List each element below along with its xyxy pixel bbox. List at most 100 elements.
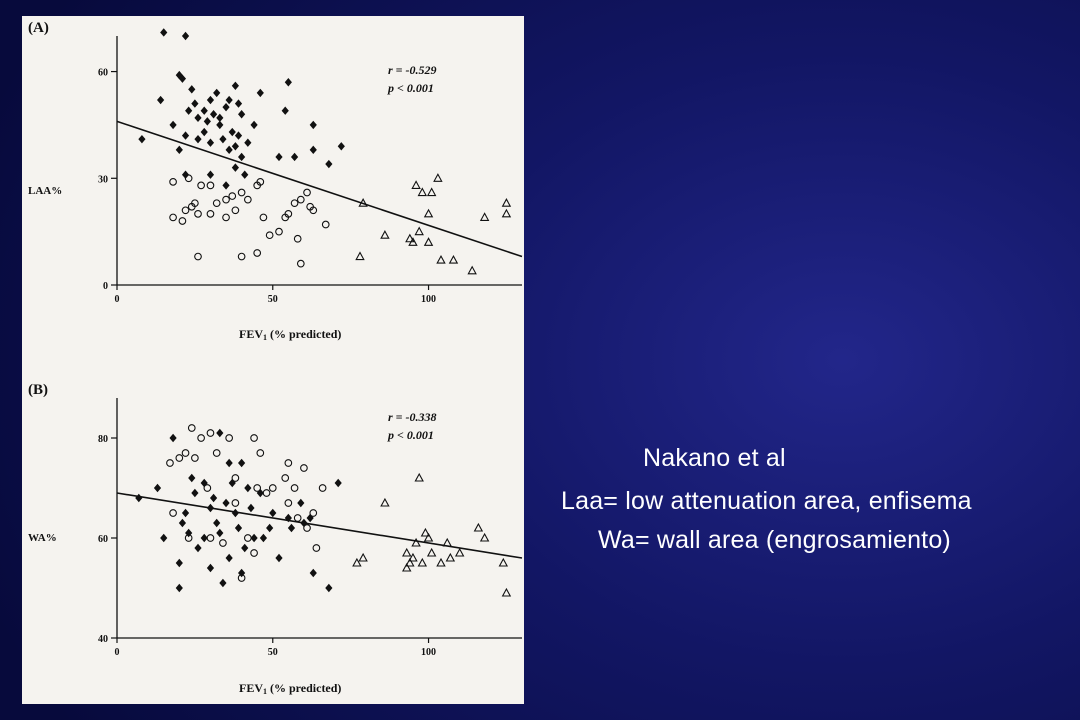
point-circle bbox=[259, 213, 268, 222]
point-diamond bbox=[222, 181, 230, 190]
point-diamond bbox=[181, 31, 190, 41]
point-circle bbox=[303, 524, 311, 532]
point-circle bbox=[237, 574, 246, 582]
point-triangle bbox=[445, 552, 456, 562]
point-triangle bbox=[479, 212, 490, 221]
point-diamond bbox=[213, 88, 221, 98]
point-diamond bbox=[259, 533, 268, 543]
point-circle bbox=[284, 499, 293, 507]
point-circle bbox=[197, 434, 205, 442]
point-circle bbox=[191, 454, 199, 462]
point-circle bbox=[253, 249, 262, 257]
point-diamond bbox=[281, 106, 289, 115]
point-circle bbox=[197, 181, 205, 190]
point-diamond bbox=[206, 503, 215, 513]
point-diamond bbox=[266, 523, 274, 533]
point-diamond bbox=[225, 458, 233, 468]
point-circle bbox=[250, 549, 258, 557]
point-circle bbox=[169, 177, 177, 186]
point-diamond bbox=[175, 558, 183, 568]
caption-laa-definition: Laa= low attenuation area, enfisema bbox=[561, 487, 972, 515]
point-circle bbox=[293, 234, 302, 243]
point-triangle bbox=[467, 265, 477, 275]
point-diamond bbox=[287, 523, 296, 533]
x-tick-label: 0 bbox=[115, 294, 120, 305]
stat-r: r = -0.529 bbox=[388, 63, 437, 77]
point-triangle bbox=[402, 547, 412, 557]
point-diamond bbox=[225, 553, 233, 563]
scatter-plots-figure: (A) 0 30 60 0 50 100 LAA% FEV1 (% predicted) r = … bbox=[28, 20, 523, 696]
stat-p: p < 0.001 bbox=[387, 81, 434, 95]
point-triangle bbox=[423, 532, 434, 542]
point-circle bbox=[187, 424, 196, 432]
point-diamond bbox=[325, 583, 333, 593]
point-diamond bbox=[250, 533, 258, 543]
point-diamond bbox=[175, 145, 183, 155]
point-diamond bbox=[225, 145, 233, 155]
point-triangle bbox=[426, 187, 437, 197]
point-circle bbox=[237, 188, 246, 197]
point-circle bbox=[225, 434, 234, 442]
point-diamond bbox=[309, 568, 317, 578]
point-diamond bbox=[216, 428, 224, 438]
point-diamond bbox=[194, 113, 202, 123]
point-circle bbox=[181, 206, 190, 215]
scanned-figure-panel: (A) 0 30 60 0 50 100 LAA% FEV1 (% predicted) r = … bbox=[22, 16, 524, 704]
point-circle bbox=[256, 449, 265, 457]
point-circle bbox=[256, 177, 265, 186]
point-diamond bbox=[337, 142, 345, 151]
point-triangle bbox=[448, 254, 459, 264]
point-circle bbox=[321, 220, 330, 229]
point-circle bbox=[181, 449, 190, 457]
point-diamond bbox=[200, 127, 208, 137]
point-circle bbox=[231, 474, 240, 482]
point-circle bbox=[166, 459, 174, 467]
point-triangle bbox=[358, 552, 368, 562]
point-diamond bbox=[188, 85, 196, 94]
point-circle bbox=[237, 252, 246, 261]
point-circle bbox=[222, 213, 230, 222]
y-tick-label: 60 bbox=[98, 534, 108, 545]
point-circle bbox=[231, 206, 240, 215]
point-circle bbox=[265, 231, 274, 240]
point-diamond bbox=[219, 578, 227, 588]
regression-line bbox=[116, 120, 523, 258]
point-triangle bbox=[417, 187, 428, 197]
point-diamond bbox=[191, 488, 199, 498]
point-circle bbox=[219, 539, 227, 547]
point-diamond bbox=[206, 170, 215, 179]
point-circle bbox=[303, 188, 311, 197]
y-tick-label: 60 bbox=[98, 68, 108, 79]
point-diamond bbox=[209, 110, 218, 119]
point-diamond bbox=[256, 88, 264, 98]
point-circle bbox=[293, 514, 302, 522]
point-triangle bbox=[442, 537, 452, 547]
x-tick-label: 50 bbox=[268, 647, 278, 658]
y-tick-label: 40 bbox=[98, 634, 108, 645]
x-tick-label: 0 bbox=[115, 647, 120, 658]
y-axis-label: WA% bbox=[28, 532, 57, 544]
x-axis-label: FEV1 (% predicted) bbox=[239, 681, 341, 696]
point-triangle bbox=[355, 251, 365, 261]
point-circle bbox=[262, 489, 271, 497]
point-diamond bbox=[219, 134, 227, 144]
chart-1: (B) 40 60 80 0 50 100 WA% FEV1 (% predicted) r = … bbox=[28, 382, 523, 696]
point-diamond bbox=[241, 170, 249, 179]
point-diamond bbox=[334, 478, 342, 488]
point-triangle bbox=[405, 233, 415, 243]
point-circle bbox=[312, 544, 321, 552]
point-circle bbox=[296, 195, 305, 204]
point-diamond bbox=[178, 518, 187, 528]
chart-0: (A) 0 30 60 0 50 100 LAA% FEV1 (% predicted) r = … bbox=[28, 20, 523, 342]
point-circle bbox=[284, 210, 293, 218]
point-circle bbox=[184, 534, 193, 542]
point-diamond bbox=[244, 483, 252, 493]
point-diamond bbox=[250, 120, 258, 130]
point-circle bbox=[178, 217, 187, 225]
point-diamond bbox=[169, 120, 177, 130]
point-diamond bbox=[203, 117, 211, 126]
point-diamond bbox=[275, 152, 283, 162]
point-triangle bbox=[501, 208, 512, 218]
point-triangle bbox=[417, 557, 428, 567]
x-tick-label: 50 bbox=[268, 294, 278, 305]
